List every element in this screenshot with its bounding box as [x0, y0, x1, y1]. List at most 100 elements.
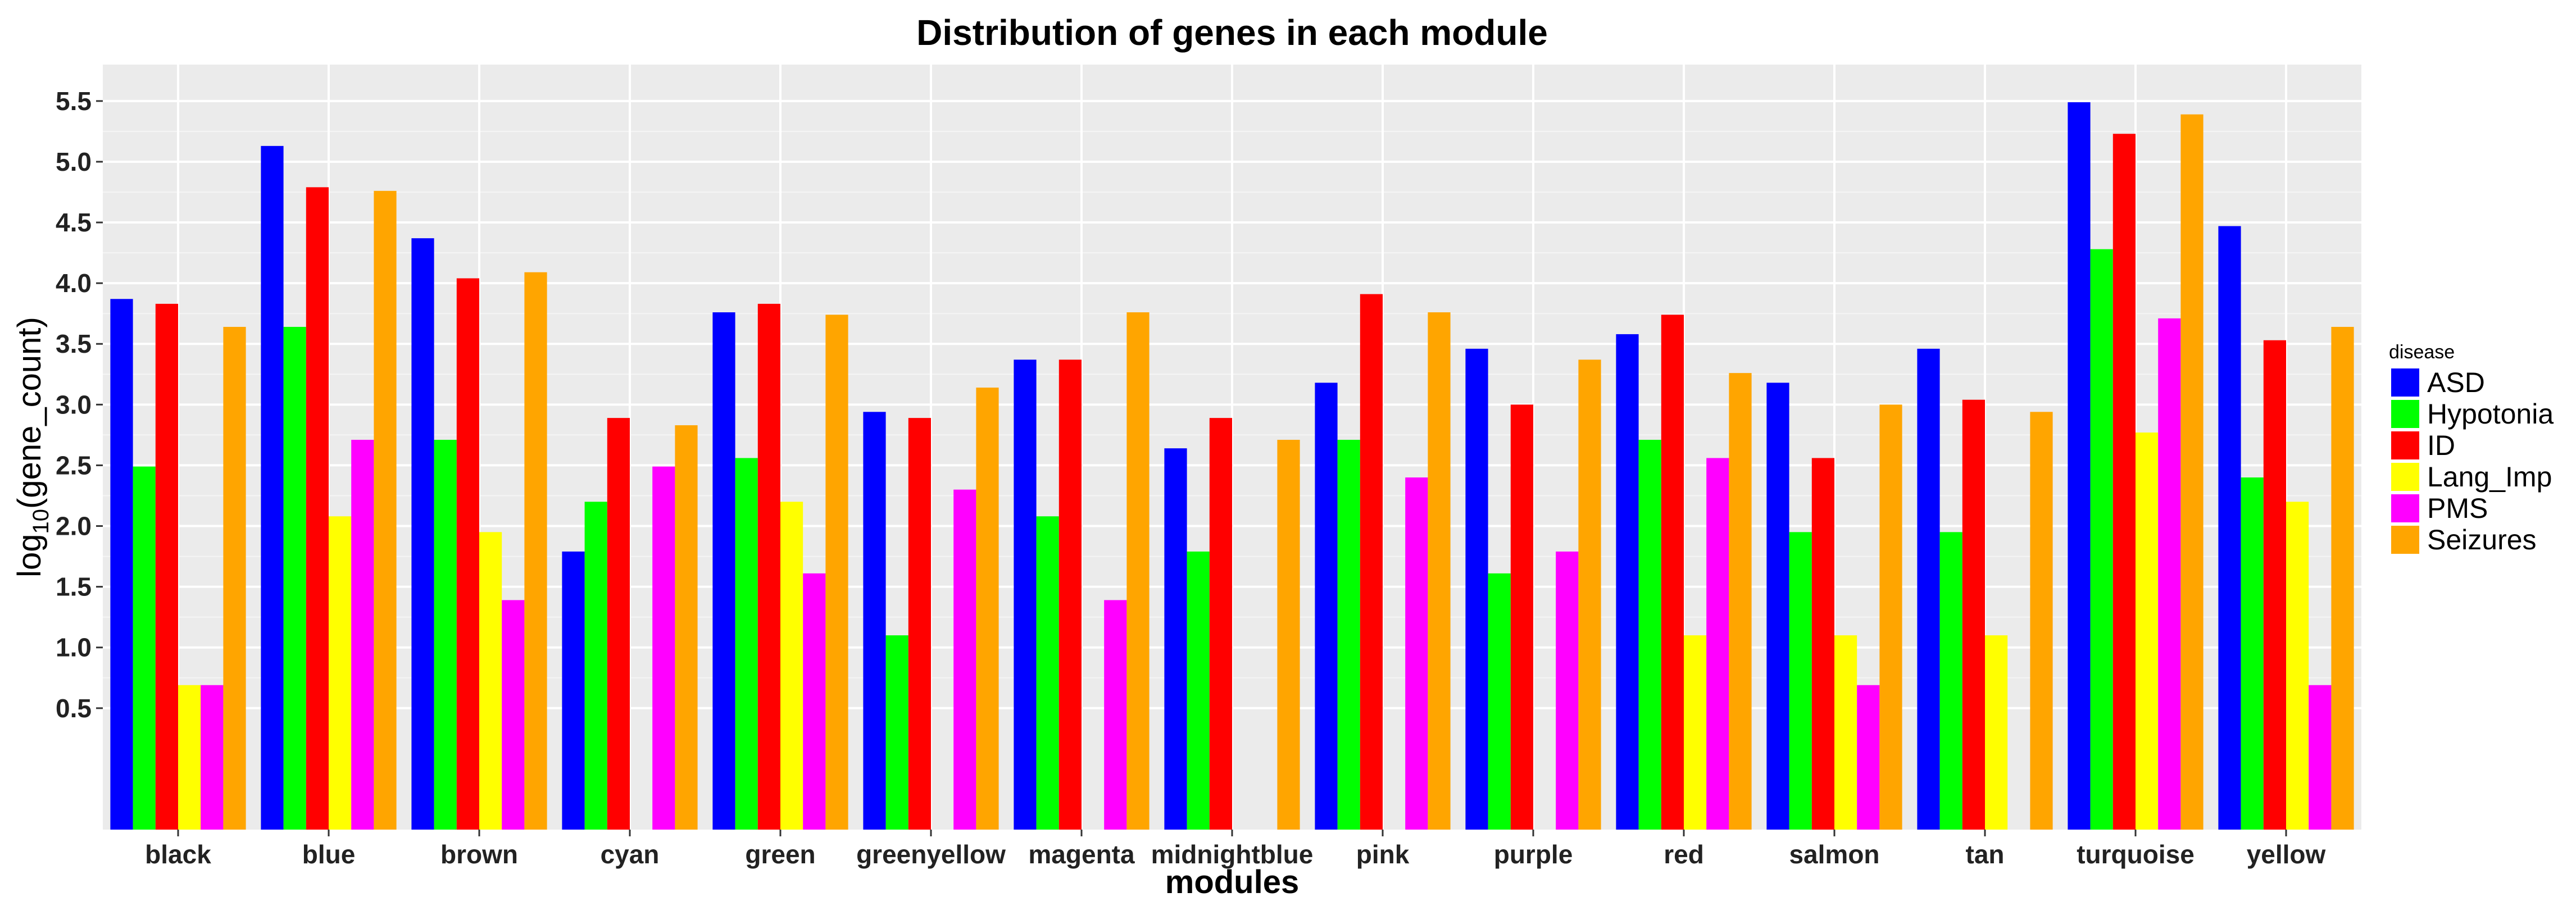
y-tick-label: 3.5	[56, 329, 92, 358]
x-tick-label-midnightblue: midnightblue	[1151, 840, 1314, 869]
bar-turquoise-Lang_Imp	[2136, 432, 2159, 830]
bar-green-Hypotonia	[735, 458, 758, 830]
bar-turquoise-ID	[2112, 134, 2136, 830]
bar-yellow-Lang_Imp	[2286, 502, 2309, 830]
bar-salmon-ID	[1811, 458, 1834, 830]
y-tick-label: 3.0	[56, 390, 92, 419]
x-tick-label-tan: tan	[1966, 840, 2005, 869]
bar-brown-Hypotonia	[434, 440, 457, 830]
bar-magenta-Hypotonia	[1036, 516, 1059, 830]
x-tick-label-purple: purple	[1494, 840, 1573, 869]
x-tick-label-magenta: magenta	[1028, 840, 1135, 869]
legend-label-ID: ID	[2427, 430, 2455, 461]
legend-key-PMS	[2391, 494, 2419, 522]
x-tick-label-red: red	[1664, 840, 1704, 869]
bar-green-PMS	[803, 573, 826, 830]
legend: disease ASDHypotoniaIDLang_ImpPMSSeizure…	[2389, 342, 2554, 556]
bar-black-Lang_Imp	[178, 685, 201, 830]
bar-purple-Hypotonia	[1488, 573, 1511, 830]
bar-magenta-PMS	[1104, 600, 1127, 830]
bar-turquoise-Seizures	[2180, 114, 2204, 830]
bar-midnightblue-Hypotonia	[1187, 551, 1210, 830]
bar-red-Hypotonia	[1638, 440, 1661, 830]
bar-tan-Hypotonia	[1939, 532, 1962, 830]
legend-key-Hypotonia	[2391, 400, 2419, 428]
legend-key-ASD	[2391, 368, 2419, 397]
y-axis-ticks: 0.5 1.0 1.5 2.0 2.5 3.0 3.5 4.0 4.5 5.0 5.5	[56, 86, 103, 723]
bar-black-ASD	[110, 299, 133, 830]
bar-brown-ASD	[411, 238, 434, 830]
y-tick-label: 4.0	[56, 268, 92, 298]
bar-purple-Seizures	[1578, 359, 1601, 830]
bar-cyan-ID	[607, 418, 630, 830]
bar-brown-Lang_Imp	[479, 532, 502, 830]
bar-pink-PMS	[1405, 477, 1428, 830]
x-tick-label-yellow: yellow	[2247, 840, 2326, 869]
bar-pink-Hypotonia	[1337, 440, 1360, 830]
bar-green-Lang_Imp	[780, 502, 803, 830]
y-tick-label: 5.0	[56, 147, 92, 176]
y-tick-label: 1.5	[56, 572, 92, 602]
bar-blue-ID	[306, 187, 329, 830]
bar-red-ASD	[1616, 334, 1639, 830]
bar-yellow-PMS	[2309, 685, 2332, 830]
y-tick-label: 1.0	[56, 633, 92, 662]
bar-green-ASD	[712, 312, 735, 830]
bar-magenta-ID	[1058, 359, 1082, 830]
bar-cyan-Seizures	[675, 425, 698, 830]
bar-brown-ID	[456, 278, 479, 830]
bar-black-Hypotonia	[133, 466, 156, 830]
bar-magenta-ASD	[1014, 359, 1037, 830]
bar-tan-Lang_Imp	[1985, 635, 2008, 830]
bar-brown-PMS	[502, 600, 525, 830]
bar-pink-Seizures	[1428, 312, 1451, 830]
bar-salmon-Seizures	[1879, 404, 1902, 830]
y-tick-label: 5.5	[56, 86, 92, 116]
y-axis-title-rest: (gene_count)	[11, 317, 48, 509]
bar-red-PMS	[1706, 458, 1729, 830]
x-tick-label-salmon: salmon	[1789, 840, 1879, 869]
legend-label-PMS: PMS	[2427, 493, 2488, 524]
x-axis-title: modules	[1165, 864, 1300, 900]
bar-salmon-ASD	[1766, 383, 1789, 830]
legend-key-ID	[2391, 431, 2419, 459]
bar-purple-ID	[1510, 404, 1533, 830]
bars	[110, 102, 2354, 830]
bar-purple-PMS	[1556, 551, 1579, 830]
bar-yellow-Seizures	[2331, 326, 2354, 830]
bar-blue-Lang_Imp	[329, 516, 352, 830]
bar-tan-Seizures	[2030, 412, 2053, 830]
bar-greenyellow-PMS	[953, 489, 976, 830]
y-axis-title: log10(gene_count)	[11, 317, 53, 577]
bar-yellow-ASD	[2218, 226, 2241, 830]
legend-title: disease	[2389, 342, 2455, 363]
legend-key-Seizures	[2391, 526, 2419, 554]
legend-label-Seizures: Seizures	[2427, 524, 2537, 556]
x-tick-label-turquoise: turquoise	[2077, 840, 2195, 869]
y-axis-title-main: log	[11, 534, 48, 577]
bar-red-Lang_Imp	[1684, 635, 1707, 830]
bar-blue-Hypotonia	[283, 326, 306, 830]
bar-red-ID	[1661, 315, 1684, 830]
y-tick-label: 0.5	[56, 694, 92, 723]
bar-greenyellow-Hypotonia	[885, 635, 908, 830]
bar-turquoise-PMS	[2158, 318, 2181, 830]
bar-tan-ASD	[1917, 348, 1940, 830]
bar-brown-Seizures	[524, 272, 547, 830]
bar-black-ID	[155, 303, 178, 830]
chart-title: Distribution of genes in each module	[916, 12, 1548, 53]
x-tick-label-cyan: cyan	[601, 840, 660, 869]
bar-pink-ASD	[1315, 383, 1338, 830]
legend-key-Lang_Imp	[2391, 463, 2419, 491]
x-tick-label-black: black	[145, 840, 211, 869]
bar-pink-ID	[1360, 294, 1383, 830]
bar-greenyellow-ASD	[863, 412, 886, 830]
bar-greenyellow-Seizures	[976, 388, 999, 830]
bar-tan-ID	[1962, 399, 1985, 830]
x-tick-label-blue: blue	[302, 840, 356, 869]
x-tick-label-green: green	[745, 840, 815, 869]
bar-midnightblue-ASD	[1164, 448, 1187, 830]
legend-label-Hypotonia: Hypotonia	[2427, 398, 2554, 430]
bar-salmon-Hypotonia	[1789, 532, 1812, 830]
